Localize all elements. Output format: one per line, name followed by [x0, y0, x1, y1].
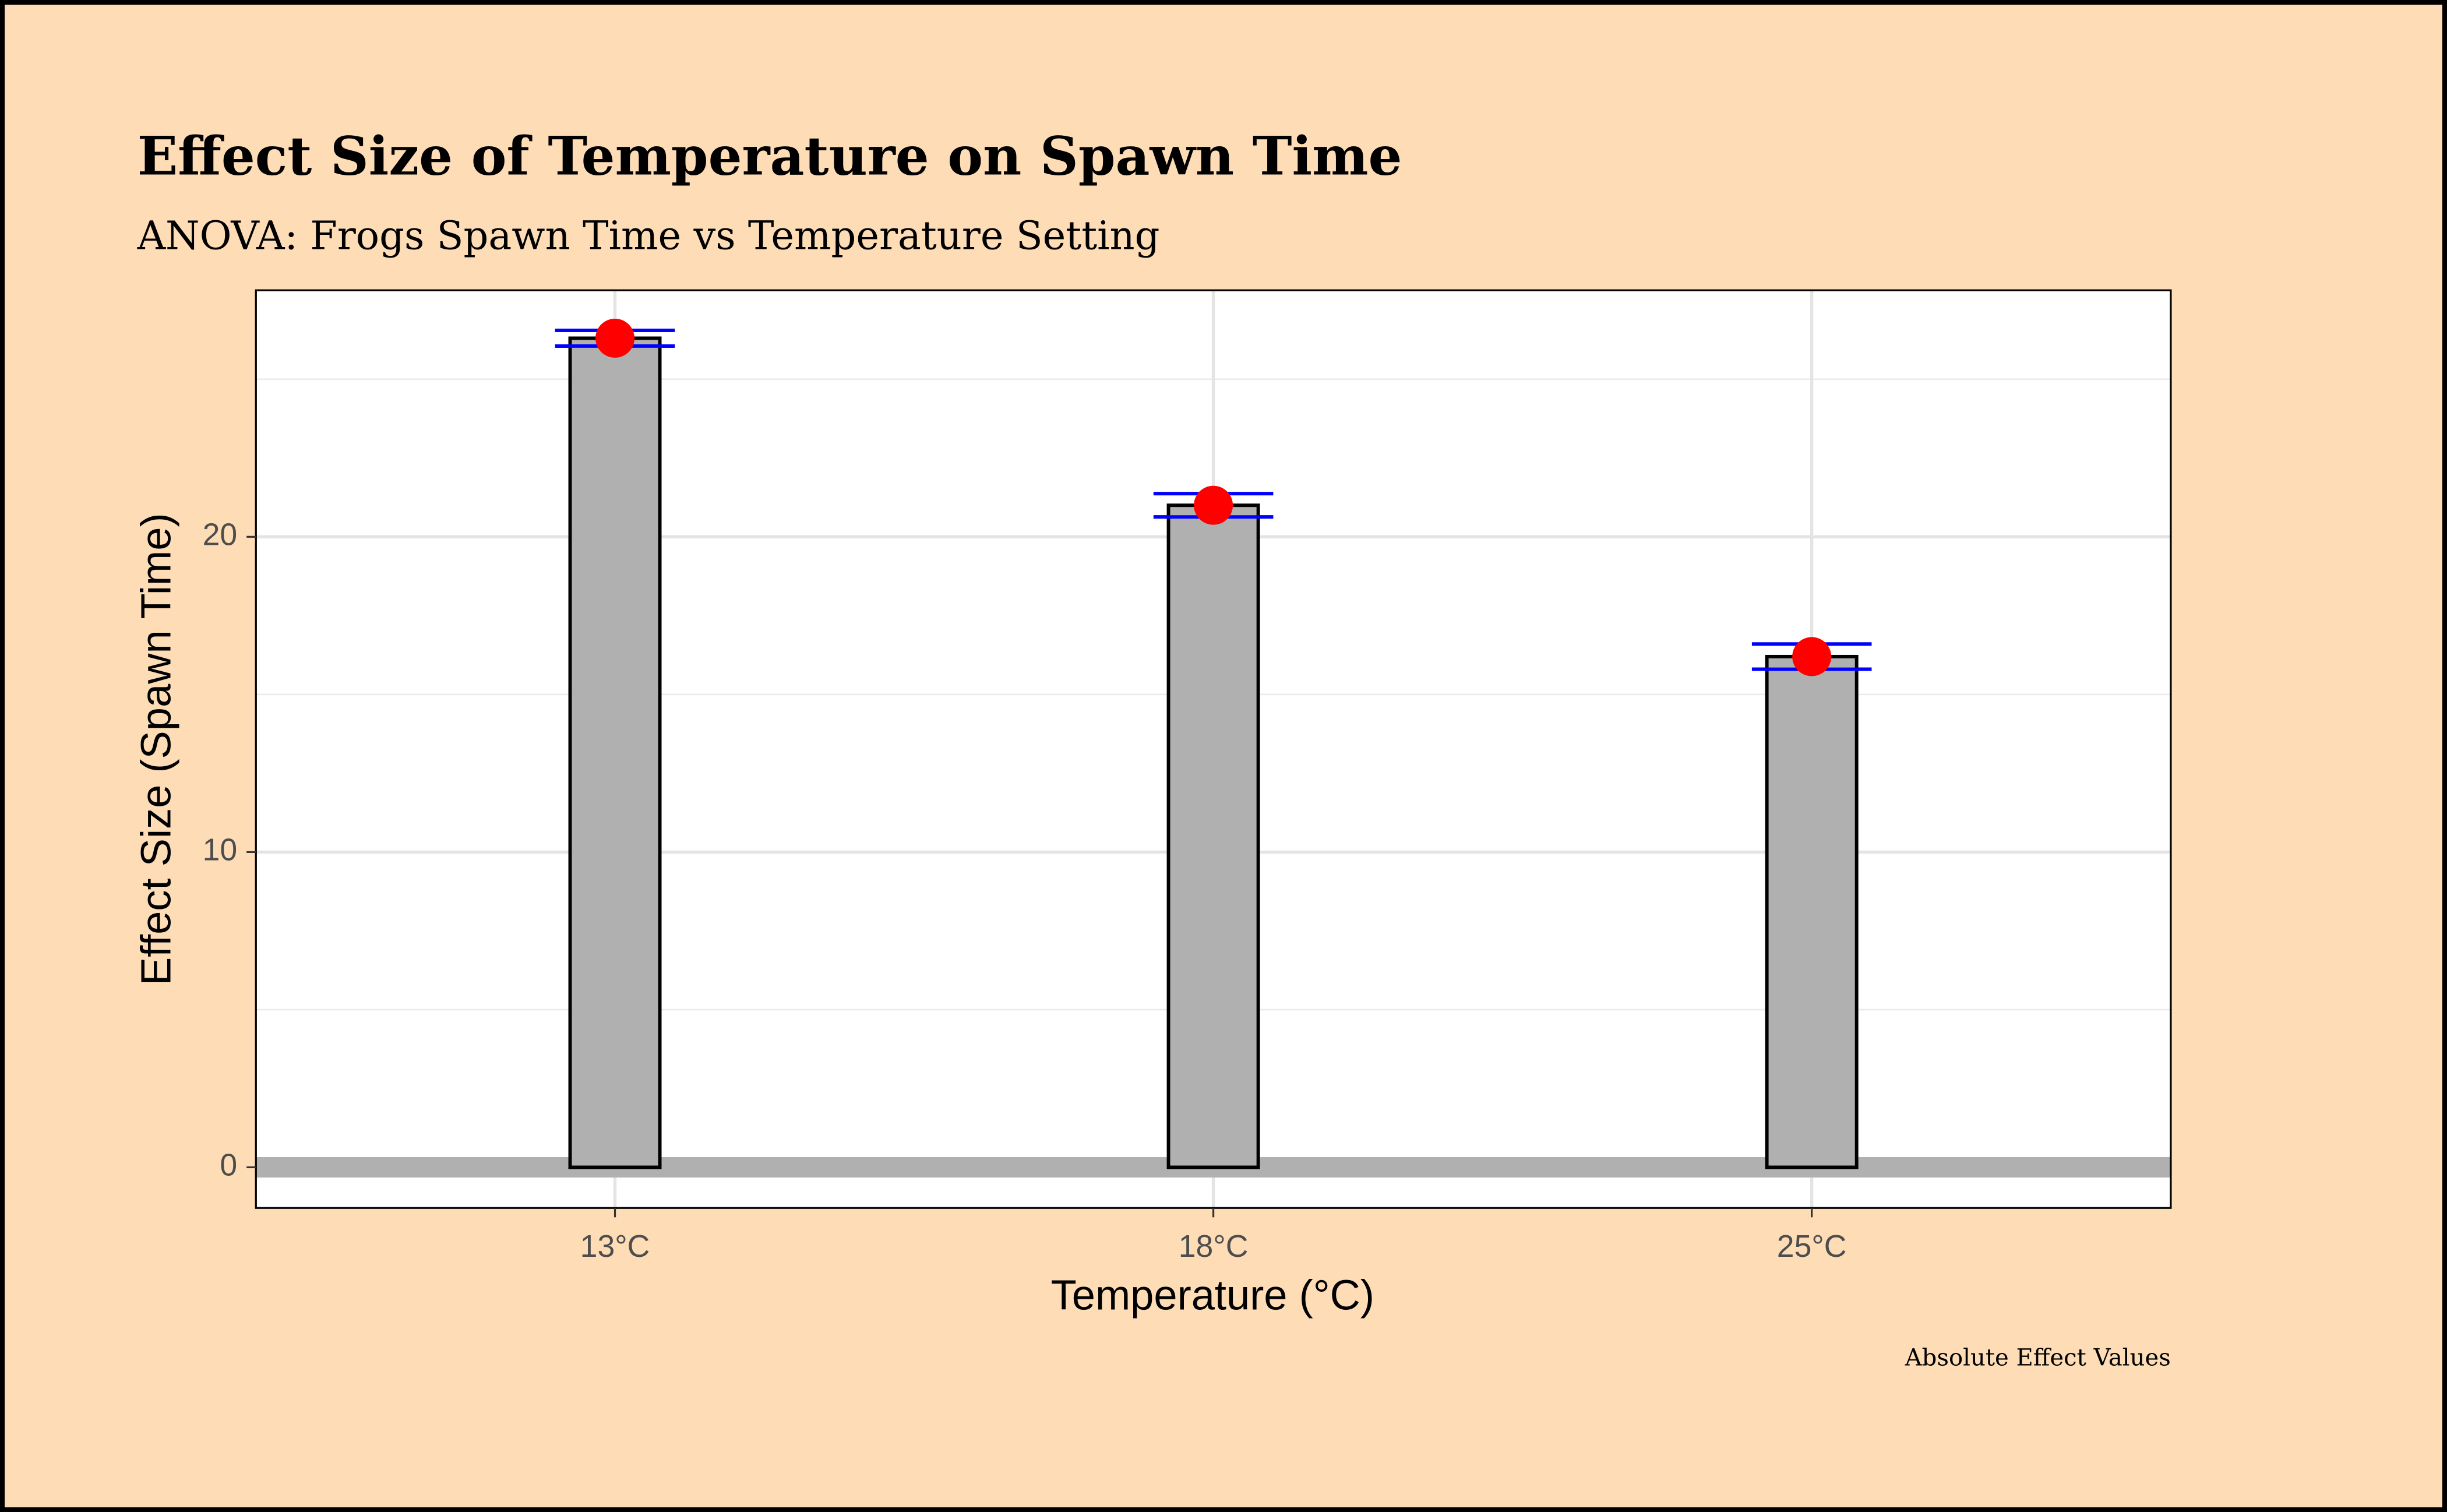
chart-subtitle: ANOVA: Frogs Spawn Time vs Temperature S…	[137, 213, 1160, 258]
y-tick-label: 0	[220, 1148, 237, 1183]
caption: Absolute Effect Values	[1905, 1345, 2171, 1372]
point	[1194, 485, 1233, 525]
x-tick-label: 25°C	[1777, 1229, 1847, 1264]
x-axis-label: Temperature (°C)	[1051, 1273, 1374, 1319]
y-tick-label: 20	[203, 517, 238, 552]
point	[595, 318, 635, 358]
x-tick-label: 18°C	[1179, 1229, 1249, 1264]
x-tick-label: 13°C	[580, 1229, 650, 1264]
plot-layer	[256, 290, 2171, 1208]
point	[1792, 637, 1832, 676]
bar	[568, 336, 662, 1169]
y-axis-label: Effect Size (Spawn Time)	[133, 513, 179, 985]
chart-title: Effect Size of Temperature on Spawn Time	[137, 125, 1402, 188]
bar	[1166, 503, 1260, 1169]
bar	[1765, 654, 1859, 1169]
y-tick-label: 10	[203, 833, 238, 868]
